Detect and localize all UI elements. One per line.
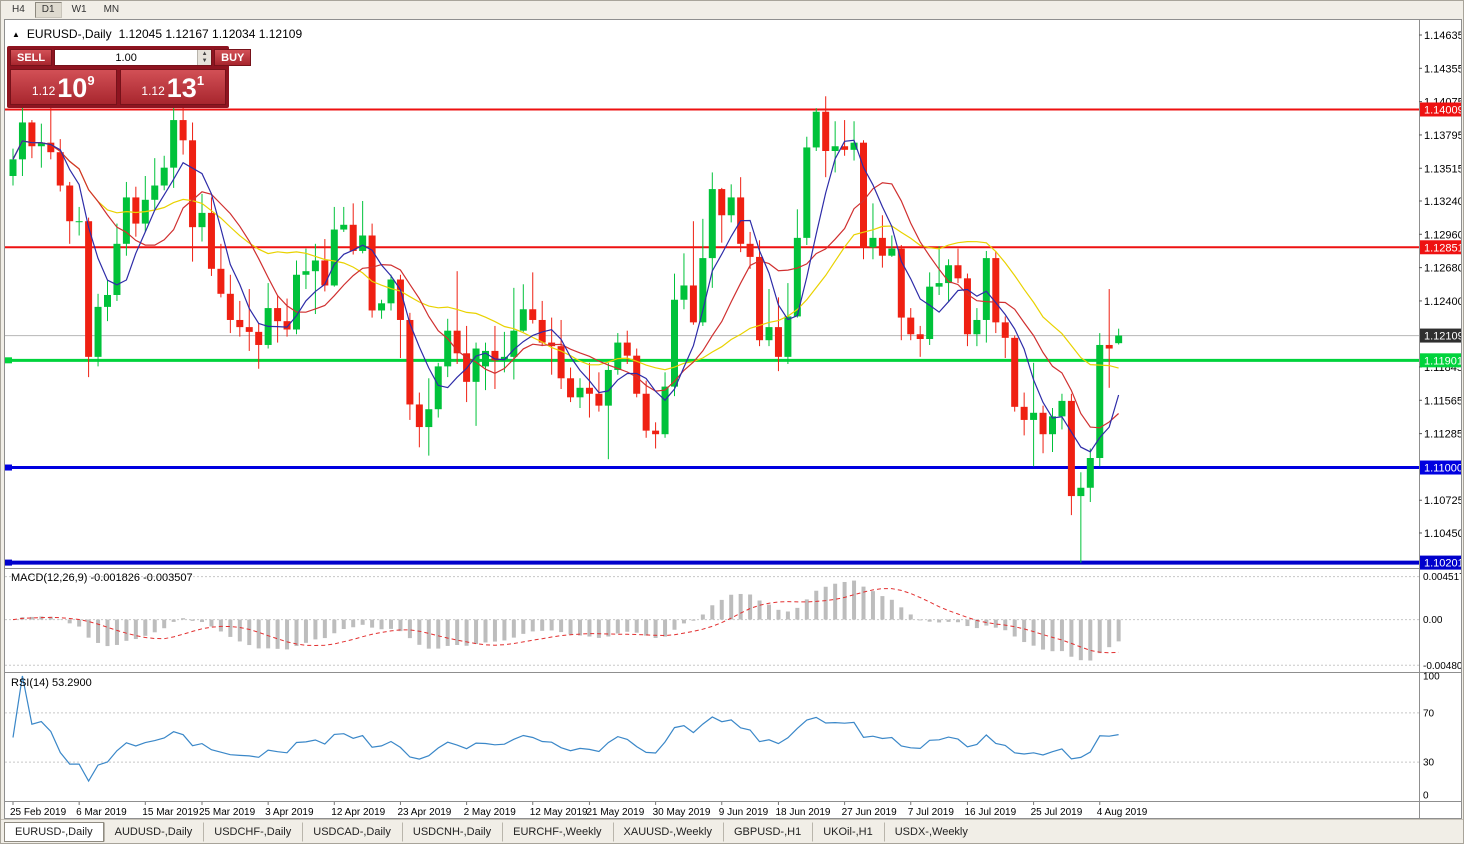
volume-input[interactable]: [55, 50, 198, 65]
svg-text:1.11901: 1.11901: [1424, 355, 1461, 367]
tab-ukoil-h1[interactable]: UKOil-,H1: [812, 821, 884, 842]
svg-text:1.11000: 1.11000: [1424, 463, 1461, 475]
timeframe-mn-button[interactable]: MN: [97, 2, 127, 18]
buy-price-pip-digit: 1: [196, 73, 205, 88]
svg-text:1.12960: 1.12960: [1424, 229, 1461, 241]
svg-text:0.00: 0.00: [1423, 615, 1443, 626]
svg-text:-0.004806: -0.004806: [1423, 661, 1461, 672]
svg-text:1.13795: 1.13795: [1424, 130, 1461, 142]
sell-price-pip-digit: 9: [87, 73, 95, 88]
svg-text:25 Feb 2019: 25 Feb 2019: [10, 807, 67, 818]
volume-box: ▲ ▼: [54, 49, 213, 66]
tab-usdcad-daily[interactable]: USDCAD-,Daily: [302, 821, 402, 842]
trade-prices-row: 1.12 10 9 1.12 13 1: [10, 69, 226, 105]
svg-text:1.11565: 1.11565: [1424, 395, 1461, 407]
volume-spinner: ▲ ▼: [197, 50, 212, 65]
svg-text:18 Jun 2019: 18 Jun 2019: [775, 807, 830, 818]
svg-text:1.14355: 1.14355: [1424, 63, 1461, 75]
one-click-trading-panel: SELL ▲ ▼ BUY 1.12 10 9 1.12: [7, 46, 252, 108]
svg-text:7 Jul 2019: 7 Jul 2019: [908, 807, 955, 818]
svg-text:12 Apr 2019: 12 Apr 2019: [331, 807, 385, 818]
svg-text:3 Apr 2019: 3 Apr 2019: [265, 807, 314, 818]
sell-price-button[interactable]: 1.12 10 9: [10, 69, 117, 105]
svg-text:12 May 2019: 12 May 2019: [530, 807, 588, 818]
svg-text:21 May 2019: 21 May 2019: [586, 807, 644, 818]
svg-text:9 Jun 2019: 9 Jun 2019: [719, 807, 769, 818]
svg-text:100: 100: [1423, 672, 1440, 683]
svg-text:4 Aug 2019: 4 Aug 2019: [1097, 807, 1148, 818]
tab-usdx-weekly[interactable]: USDX-,Weekly: [883, 821, 979, 842]
tab-eurchf-weekly[interactable]: EURCHF-,Weekly: [502, 821, 612, 842]
chart-window: 0.004517 0.00 -0.004806100 70 30 0 1.14635 1.14…: [4, 19, 1462, 819]
sell-price-big-digits: 10: [57, 73, 88, 104]
svg-text:1.14635: 1.14635: [1424, 30, 1461, 42]
svg-text:1.10725: 1.10725: [1424, 495, 1461, 507]
volume-up-button[interactable]: ▲: [198, 50, 212, 58]
buy-button[interactable]: BUY: [214, 49, 252, 66]
sell-price-prefix: 1.12: [31, 84, 56, 98]
svg-text:25 Jul 2019: 25 Jul 2019: [1031, 807, 1083, 818]
timeframe-toolbar: H4 D1 W1 MN: [1, 1, 1463, 19]
chart-tab-bar: EURUSD-,Daily AUDUSD-,Daily USDCHF-,Dail…: [1, 819, 1463, 843]
svg-text:30 May 2019: 30 May 2019: [653, 807, 711, 818]
svg-text:0.004517: 0.004517: [1423, 572, 1461, 583]
svg-text:1.13515: 1.13515: [1424, 163, 1461, 175]
svg-text:25 Mar 2019: 25 Mar 2019: [199, 807, 256, 818]
buy-price-button[interactable]: 1.12 13 1: [119, 69, 226, 105]
timeframe-d1-button[interactable]: D1: [34, 2, 62, 18]
buy-price-prefix: 1.12: [141, 84, 165, 98]
svg-text:70: 70: [1423, 708, 1435, 719]
svg-text:1.12400: 1.12400: [1424, 296, 1461, 308]
tab-eurusd-daily[interactable]: EURUSD-,Daily: [4, 821, 104, 842]
svg-text:0: 0: [1423, 791, 1429, 802]
sell-button[interactable]: SELL: [10, 49, 53, 66]
svg-text:1.10201: 1.10201: [1424, 558, 1461, 570]
timeframe-h4-button[interactable]: H4: [5, 2, 32, 18]
collapse-panel-icon[interactable]: ▲: [12, 29, 20, 39]
chart-canvas[interactable]: 0.004517 0.00 -0.004806100 70 30 0 1.14635 1.14…: [5, 20, 1461, 818]
svg-text:6 Mar 2019: 6 Mar 2019: [76, 807, 127, 818]
tab-usdcnh-daily[interactable]: USDCNH-,Daily: [401, 821, 502, 842]
tab-audusd-daily[interactable]: AUDUSD-,Daily: [103, 821, 204, 842]
svg-text:1.11285: 1.11285: [1424, 429, 1461, 441]
svg-text:2 May 2019: 2 May 2019: [464, 807, 517, 818]
svg-text:15 Mar 2019: 15 Mar 2019: [142, 807, 199, 818]
svg-text:27 Jun 2019: 27 Jun 2019: [842, 807, 897, 818]
volume-down-button[interactable]: ▼: [198, 57, 212, 65]
svg-text:1.12851: 1.12851: [1424, 242, 1461, 254]
buy-price-big-digits: 13: [166, 73, 197, 104]
svg-text:1.10450: 1.10450: [1424, 528, 1461, 540]
timeframe-w1-button[interactable]: W1: [65, 2, 94, 18]
tab-gbpusd-h1[interactable]: GBPUSD-,H1: [722, 821, 812, 842]
tab-xauusd-weekly[interactable]: XAUUSD-,Weekly: [612, 821, 723, 842]
trade-controls-row: SELL ▲ ▼ BUY: [10, 49, 252, 66]
svg-text:1.12109: 1.12109: [1424, 331, 1461, 343]
svg-text:1.14009: 1.14009: [1424, 104, 1461, 116]
svg-text:1.13240: 1.13240: [1424, 196, 1461, 208]
svg-text:1.12680: 1.12680: [1424, 263, 1461, 275]
svg-text:23 Apr 2019: 23 Apr 2019: [397, 807, 451, 818]
tab-usdchf-daily[interactable]: USDCHF-,Daily: [203, 821, 302, 842]
svg-text:30: 30: [1423, 758, 1435, 769]
svg-text:16 Jul 2019: 16 Jul 2019: [964, 807, 1016, 818]
